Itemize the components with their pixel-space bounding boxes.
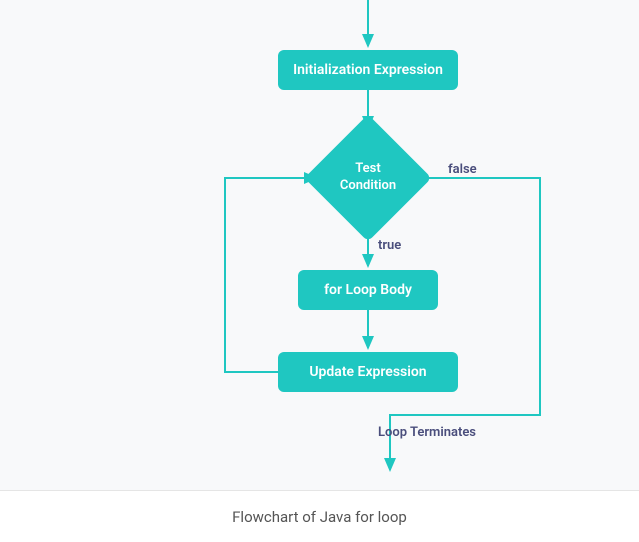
node-init: Initialization Expression: [278, 50, 458, 90]
edge-label-terminates: Loop Terminates: [378, 425, 476, 440]
edge-label-false-text: false: [448, 162, 477, 177]
caption-bar: Flowchart of Java for loop: [0, 490, 639, 542]
node-body-label: for Loop Body: [324, 282, 412, 298]
node-body: for Loop Body: [298, 270, 438, 310]
caption-text: Flowchart of Java for loop: [232, 508, 407, 526]
flowchart-container: Initialization Expression Test Condition…: [0, 0, 639, 490]
node-test: [304, 114, 431, 241]
node-update-label: Update Expression: [309, 364, 426, 380]
edge-label-terminates-text: Loop Terminates: [378, 425, 476, 440]
edge-label-true: true: [378, 238, 401, 253]
edge-label-true-text: true: [378, 238, 401, 253]
node-update: Update Expression: [278, 352, 458, 392]
edge-label-false: false: [448, 162, 477, 177]
node-init-label: Initialization Expression: [293, 62, 443, 78]
